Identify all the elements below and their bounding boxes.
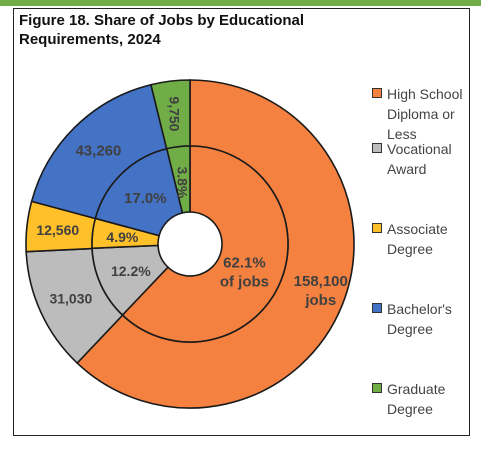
legend-label: High School Diploma or Less — [387, 84, 479, 144]
bottom-strip — [0, 440, 481, 454]
legend-label-line: Degree — [387, 401, 433, 417]
donut-labels: 158,100 jobs 31,030 12,560 43,260 9,750 62.1% o… — [36, 96, 348, 309]
legend-label-line: Degree — [387, 321, 433, 337]
inner-label-high-school: 62.1% of jobs — [220, 255, 269, 291]
outer-label-vocational: 31,030 — [49, 291, 92, 307]
chart-title: Figure 18. Share of Jobs by Educational … — [19, 11, 319, 49]
legend-swatch — [372, 143, 382, 153]
legend-label: Vocational Award — [387, 139, 479, 179]
inner-slice-graduate — [165, 145, 191, 214]
chart-title-line-1: Figure 18. Share of Jobs by Educational — [19, 12, 305, 29]
legend-label: Graduate Degree — [387, 379, 479, 419]
accent-bar — [0, 0, 481, 6]
legend-label-line: Bachelor's — [387, 301, 452, 317]
inner-label-vocational: 12.2% — [111, 263, 151, 279]
legend-swatch — [372, 88, 382, 98]
outer-label-graduate: 9,750 — [166, 96, 182, 131]
legend-label-line: Vocational — [387, 141, 452, 157]
inner-label-associate: 4.9% — [106, 229, 138, 245]
legend-swatch — [372, 383, 382, 393]
legend-label-line: Graduate — [387, 381, 446, 397]
legend-swatch — [372, 223, 382, 233]
inner-slice-bachelors — [94, 147, 184, 237]
inner-slice-high-school — [121, 145, 289, 343]
legend-label-line: Degree — [387, 241, 433, 257]
inner-label-graduate: 3.8% — [175, 166, 191, 198]
outer-label-high-school: 158,100 jobs — [294, 273, 348, 309]
legend-label-line: Less — [387, 126, 417, 142]
legend-label-line: High School — [387, 86, 463, 102]
outer-label-associate: 12,560 — [36, 222, 79, 238]
inner-label-bachelors: 17.0% — [124, 190, 167, 207]
legend-label-line: Award — [387, 161, 427, 177]
legend-label-line: Associate — [387, 221, 448, 237]
donut-rings — [25, 79, 355, 409]
outer-label-bachelors: 43,260 — [75, 142, 121, 159]
chart-title-line-2: Requirements, 2024 — [19, 31, 161, 48]
legend-label-line: Diploma or — [387, 106, 455, 122]
legend-swatch — [372, 303, 382, 313]
legend-label: Bachelor's Degree — [387, 299, 479, 339]
legend-label: Associate Degree — [387, 219, 479, 259]
